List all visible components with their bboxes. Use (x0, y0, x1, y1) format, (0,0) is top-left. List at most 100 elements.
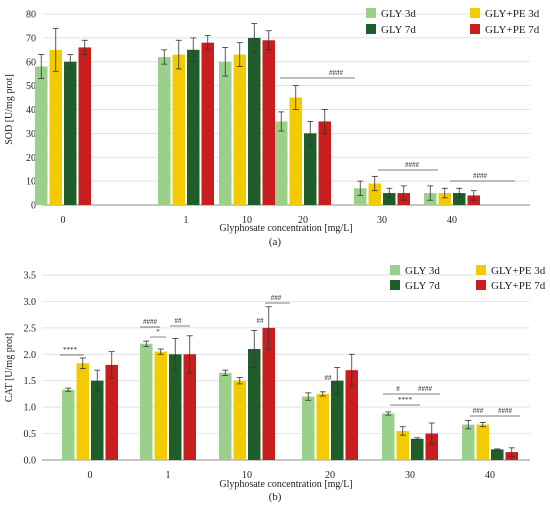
bar-gly-pe-7d-0 (78, 47, 91, 205)
legend-swatch (390, 265, 400, 275)
legend-entry: GLY 3d (405, 265, 440, 277)
y-tick-label: 0.0 (24, 456, 37, 467)
x-tick-label: 1 (166, 470, 171, 481)
legend-swatch (366, 24, 376, 34)
y-tick-label: 2.5 (24, 323, 37, 334)
bar-gly-3d-30 (354, 188, 367, 205)
x-tick-label: 10 (242, 470, 252, 481)
bar-gly-7d-1 (169, 354, 182, 460)
x-tick-label: 10 (242, 215, 252, 226)
x-axis-title: Glyphosate concentration [mg/L] (219, 223, 352, 234)
bar-gly-3d-10 (219, 61, 232, 205)
x-tick-label: 0 (88, 470, 93, 481)
x-tick-label: 40 (485, 470, 495, 481)
legend-entry: GLY+PE 3d (485, 8, 540, 20)
y-tick-label: 80 (26, 10, 36, 21)
x-tick-label: 1 (184, 215, 189, 226)
x-tick-label: 0 (61, 215, 66, 226)
significance-annotation: **** (63, 346, 78, 354)
bar-gly-pe-7d-20 (345, 370, 358, 460)
y-tick-label: 40 (26, 105, 36, 116)
significance-annotation: * (156, 328, 160, 336)
x-tick-label: 20 (325, 470, 335, 481)
bar-gly-pe-3d-40 (476, 424, 489, 460)
y-tick-label: 1.0 (24, 403, 37, 414)
bar-gly-7d-1 (187, 49, 200, 205)
y-axis-title: SOD [U/mg prot] (4, 74, 15, 145)
bar-gly-pe-7d-30 (425, 433, 438, 460)
bar-gly-7d-30 (411, 438, 424, 460)
bar-gly-pe-3d-40 (438, 193, 451, 205)
significance-annotation: ## (325, 374, 333, 382)
bar-gly-pe-3d-1 (154, 351, 167, 460)
x-axis-title: Glyphosate concentration [mg/L] (219, 479, 352, 490)
significance-annotation: ### (271, 294, 282, 302)
legend-swatch (366, 8, 376, 18)
bar-gly-pe-7d-1 (201, 42, 214, 206)
legend-swatch (390, 280, 400, 290)
legend-entry: GLY 7d (381, 24, 416, 36)
y-axis-title: CAT [U/mg prot] (4, 333, 15, 402)
bar-gly-7d-10 (248, 37, 261, 205)
panel-label: (a) (269, 236, 282, 248)
y-tick-label: 2.0 (24, 350, 37, 361)
bar-gly-7d-10 (248, 349, 261, 460)
legend-entry: GLY 3d (381, 8, 416, 20)
bar-gly-pe-3d-0 (76, 363, 89, 460)
bar-gly-7d-20 (304, 133, 317, 205)
x-tick-label: 20 (298, 215, 308, 226)
bar-gly-pe-3d-1 (172, 54, 185, 206)
y-tick-label: 70 (26, 33, 36, 44)
significance-annotation: #### (473, 172, 488, 180)
x-tick-label: 30 (405, 470, 415, 481)
y-tick-label: 30 (26, 129, 36, 140)
significance-annotation: #### (418, 385, 433, 393)
legend-entry: GLY+PE 7d (485, 24, 540, 36)
bar-gly-7d-30 (383, 193, 396, 205)
bar-gly-7d-0 (64, 61, 77, 205)
bar-gly-pe-7d-10 (262, 327, 275, 460)
bar-gly-pe-3d-30 (368, 183, 381, 205)
bar-gly-7d-40 (491, 449, 504, 460)
legend-entry: GLY+PE 7d (491, 280, 546, 292)
y-tick-label: 1.5 (24, 376, 37, 387)
bar-gly-pe-3d-20 (316, 393, 329, 460)
bar-gly-pe-3d-10 (233, 380, 246, 460)
bar-gly-7d-40 (453, 193, 466, 205)
x-tick-label: 30 (377, 215, 387, 226)
bar-gly-3d-20 (275, 121, 288, 205)
significance-annotation: ## (257, 317, 265, 325)
y-tick-label: 0 (31, 201, 36, 212)
bar-gly-pe-7d-0 (105, 364, 118, 460)
bar-gly-3d-40 (462, 424, 475, 460)
bar-gly-3d-20 (302, 396, 315, 460)
bar-gly-pe-3d-30 (396, 430, 409, 460)
bar-gly-3d-1 (140, 343, 153, 460)
y-tick-label: 3.5 (24, 271, 37, 282)
panel-label: (b) (269, 491, 282, 503)
y-tick-label: 60 (26, 57, 36, 68)
legend-entry: GLY 7d (405, 280, 440, 292)
y-tick-label: 3.0 (24, 297, 37, 308)
significance-annotation: #### (329, 69, 344, 77)
y-tick-label: 10 (26, 177, 36, 188)
legend-swatch (476, 280, 486, 290)
bar-gly-7d-0 (91, 380, 104, 460)
bar-gly-3d-0 (62, 389, 75, 460)
significance-annotation: #### (405, 161, 420, 169)
bar-gly-pe-7d-1 (183, 354, 196, 460)
y-tick-label: 20 (26, 153, 36, 164)
chart-panel-cat: 0.0 0.5 1.0 1.5 2.0 2.5 3.0 3.5 0 1 10 20 30 40 **** ##… (4, 265, 546, 503)
bar-gly-3d-1 (158, 56, 171, 205)
legend-entry: GLY+PE 3d (491, 265, 546, 277)
legend-swatch (476, 265, 486, 275)
significance-annotation: #### (143, 318, 158, 326)
legend-swatch (470, 8, 480, 18)
bar-gly-pe-7d-20 (318, 121, 331, 205)
significance-annotation: #### (498, 407, 513, 415)
bar-gly-3d-30 (382, 413, 395, 460)
bar-gly-3d-0 (35, 66, 48, 206)
y-tick-label: 0.5 (24, 429, 37, 440)
